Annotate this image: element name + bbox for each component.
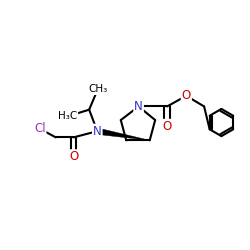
Text: Cl: Cl — [34, 122, 46, 135]
Text: O: O — [162, 120, 172, 133]
Text: O: O — [182, 89, 191, 102]
Text: CH₃: CH₃ — [88, 84, 108, 94]
Polygon shape — [97, 128, 150, 140]
Text: O: O — [69, 150, 78, 163]
Text: H₃C: H₃C — [58, 111, 77, 121]
Text: N: N — [93, 125, 102, 138]
Text: N: N — [134, 100, 143, 113]
